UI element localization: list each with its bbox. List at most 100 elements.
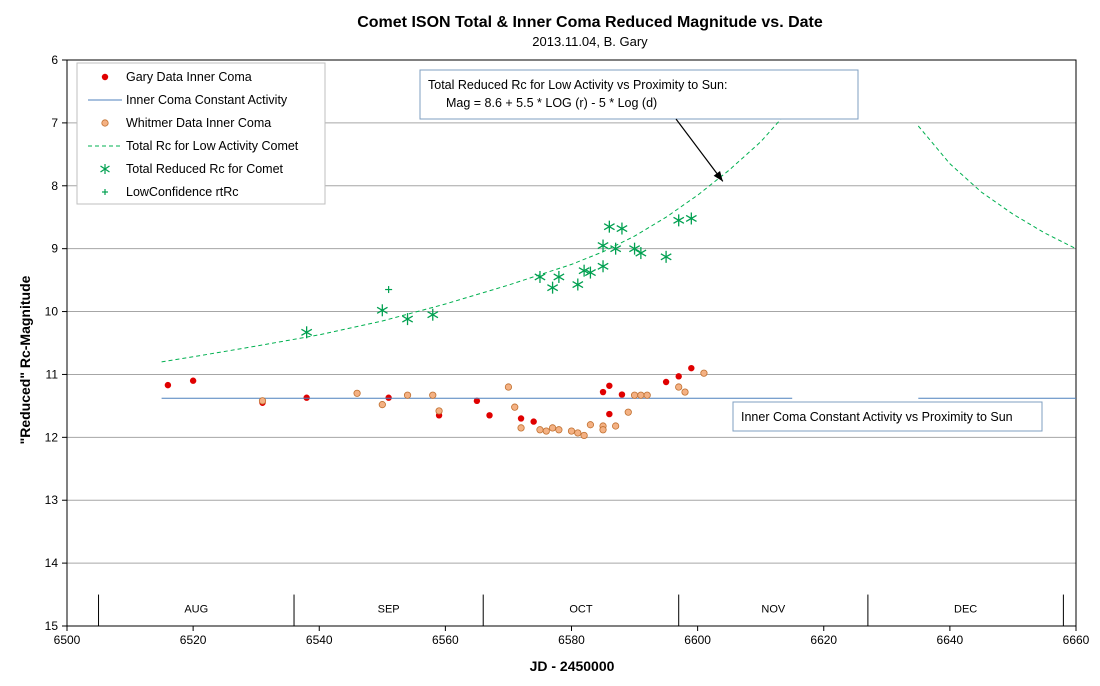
x-tick-label: 6540 [306,633,333,647]
data-point-total-rc [616,222,628,235]
data-point-gary [675,373,682,380]
month-label: OCT [569,604,593,616]
data-point-gary [688,364,695,372]
annotation-box [732,401,1043,432]
data-point-whitmer [429,391,437,399]
x-tick-label: 6600 [684,633,711,647]
legend: Gary Data Inner Coma Inner Coma Constant… [76,62,326,205]
legend-label: Inner Coma Constant Activity [126,93,288,107]
legend-item-inner-coma-line: Inner Coma Constant Activity [88,93,288,107]
y-axis: 6 7 8 9 10 11 12 13 14 15 [45,53,67,633]
y-axis-title: "Reduced" Rc-Magnitude [17,275,33,444]
data-point-total-rc [629,242,641,255]
legend-marker-dot [101,73,109,81]
data-point-total-rc [685,212,697,225]
annotation-arrow [675,118,724,182]
x-axis: 6500 6520 6540 6560 6580 6600 6620 6640 6660 [54,626,1090,647]
x-tick-label: 6560 [432,633,459,647]
legend-marker-asterisk [100,164,110,174]
y-tick-label: 8 [51,179,58,193]
data-point-whitmer [567,427,576,435]
x-tick-label: 6580 [558,633,585,647]
data-point-whitmer [378,401,386,409]
data-point-whitmer [258,397,267,405]
data-point-whitmer [612,422,620,430]
data-point-total-rc [597,260,609,273]
annotation-line-1: Total Reduced Rc for Low Activity vs Pro… [428,78,727,92]
data-point-whitmer [435,407,443,415]
data-point-gary [662,378,670,386]
legend-item-total-reduced: Total Reduced Rc for Comet [100,162,284,176]
data-point-gary [189,377,197,384]
annotation-total-rc: Total Reduced Rc for Low Activity vs Pro… [419,69,859,182]
chart-subtitle: 2013.11.04, B. Gary [532,34,648,49]
legend-label: Total Rc for Low Activity Comet [126,139,299,153]
legend-label: Gary Data Inner Coma [126,70,252,84]
data-point-total-rc [673,214,685,227]
legend-label: LowConfidence rtRc [126,185,239,199]
data-point-gary [517,415,525,422]
data-point-whitmer [555,426,563,434]
y-tick-label: 15 [45,619,59,633]
legend-item-total-rc-curve: Total Rc for Low Activity Comet [88,139,299,153]
data-point-total-rc [553,270,565,283]
data-point-gary [599,388,607,396]
y-tick-label: 13 [45,493,59,507]
legend-item-low-confidence: LowConfidence rtRc [102,185,239,199]
y-tick-label: 10 [45,305,59,319]
month-label: AUG [184,604,208,616]
data-point-gary [606,410,613,418]
month-label: DEC [954,604,977,616]
data-point-total-rc [660,250,672,263]
data-point-total-rc [547,281,559,294]
data-point-gary [606,382,613,389]
data-point-whitmer [624,408,632,416]
data-point-total-rc [427,308,439,321]
data-point-whitmer [675,383,683,391]
data-point-whitmer [630,391,639,399]
y-tick-label: 7 [51,116,58,130]
x-tick-label: 6520 [180,633,207,647]
month-band: AUG SEP OCT NOV DEC [98,594,1064,626]
y-tick-label: 9 [51,242,58,256]
data-point-gary [618,391,626,398]
data-point-gary [164,381,172,389]
y-tick-label: 14 [45,556,59,570]
legend-item-whitmer: Whitmer Data Inner Coma [101,116,271,130]
data-point-whitmer [548,424,557,432]
data-point-total-rc [578,264,590,277]
series-layer [161,104,1076,440]
x-axis-title: JD - 2450000 [530,658,615,674]
month-label: NOV [761,604,786,616]
legend-label: Total Reduced Rc for Comet [126,162,284,176]
x-tick-label: 6620 [810,633,837,647]
legend-marker-plus [102,189,108,195]
data-point-total-rc [376,304,388,317]
annotation-box [419,69,859,120]
annotation-inner-coma: Inner Coma Constant Activity vs Proximit… [732,401,1043,432]
data-point-total-rc [635,247,647,260]
annotation-line-1: Inner Coma Constant Activity vs Proximit… [741,410,1013,424]
data-point-whitmer [681,388,689,396]
data-point-gary [486,412,493,419]
x-tick-label: 6640 [937,633,964,647]
data-point-whitmer [637,391,645,399]
y-tick-label: 12 [45,430,59,444]
data-point-whitmer [403,391,412,399]
data-point-whitmer [599,426,607,434]
data-point-total-rc [584,266,596,279]
annotation-line-2: Mag = 8.6 + 5.5 * LOG (r) - 5 * Log (d) [446,96,657,110]
data-point-total-rc [402,313,414,326]
data-point-whitmer [542,427,550,435]
data-point-whitmer [504,383,513,391]
data-point-total-rc [301,326,313,339]
data-point-whitmer [536,426,544,434]
data-point-whitmer [574,429,582,437]
data-point-gary [530,418,537,425]
legend-marker-circle [101,119,109,127]
y-tick-label: 6 [51,53,58,67]
month-label: SEP [378,604,400,616]
data-point-whitmer [517,424,525,432]
legend-box [76,62,326,205]
